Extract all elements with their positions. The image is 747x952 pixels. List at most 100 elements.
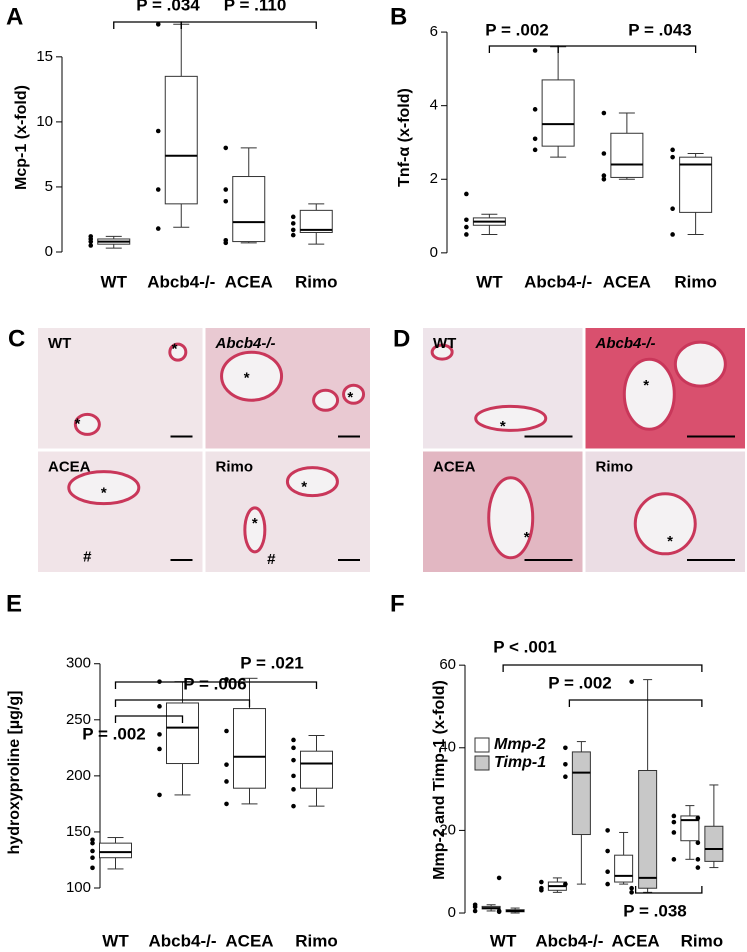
x-tick-label: WT <box>490 931 517 950</box>
data-point <box>157 704 162 709</box>
tile-label: WT <box>433 335 456 352</box>
y-tick-label: 200 <box>66 767 91 784</box>
data-point <box>224 728 229 734</box>
data-point <box>224 779 229 784</box>
marker: * <box>244 370 250 387</box>
data-point <box>88 234 94 239</box>
data-point <box>88 243 94 248</box>
y-tick-label: 15 <box>36 48 53 65</box>
marker: * <box>524 529 530 546</box>
data-point <box>464 191 469 197</box>
data-point <box>629 890 634 895</box>
micrograph <box>205 451 370 572</box>
data-point <box>223 145 229 151</box>
data-point <box>601 110 607 116</box>
data-point <box>464 224 469 230</box>
significance-bracket <box>568 699 703 707</box>
p-value: P = .043 <box>628 20 692 39</box>
x-tick-label: Rimo <box>295 931 338 950</box>
data-point <box>539 885 544 891</box>
panel-label: D <box>393 325 410 352</box>
vessel <box>487 476 535 560</box>
data-point <box>532 48 538 53</box>
y-tick-label: 2 <box>430 170 438 187</box>
y-tick-label: 100 <box>66 879 91 896</box>
legend-label: Mmp-2 <box>494 736 546 753</box>
data-point <box>695 840 701 846</box>
x-tick-label: Rimo <box>681 931 724 950</box>
data-point <box>670 147 675 153</box>
box <box>164 75 198 205</box>
tile-label: Abcb4-/- <box>215 335 276 352</box>
data-point <box>290 214 296 220</box>
box <box>300 750 333 789</box>
data-point <box>223 198 229 204</box>
data-point <box>605 828 610 833</box>
y-tick-label: 150 <box>66 823 91 840</box>
data-point <box>671 813 677 819</box>
data-point <box>601 151 607 156</box>
data-point <box>291 745 296 751</box>
data-point <box>629 885 634 891</box>
marker: # <box>83 549 92 566</box>
significance-bracket <box>114 699 251 707</box>
tile-label: Rimo <box>596 458 634 475</box>
x-tick-label: WT <box>476 272 503 291</box>
significance-bracket <box>557 45 697 53</box>
data-point <box>224 677 229 682</box>
vessel <box>67 470 141 506</box>
significance-bracket <box>488 45 559 53</box>
box <box>571 751 591 836</box>
vessel <box>243 506 267 554</box>
p-value: P = .021 <box>240 653 304 672</box>
data-point <box>671 830 677 835</box>
vessel <box>73 412 101 436</box>
data-point <box>90 840 95 846</box>
box <box>610 132 644 178</box>
p-value: P = .006 <box>183 674 247 693</box>
data-point <box>90 848 95 854</box>
data-point <box>291 737 296 743</box>
data-point <box>155 187 161 192</box>
marker: * <box>301 479 307 496</box>
p-value: P = .002 <box>548 673 612 692</box>
y-tick-label: 0 <box>448 904 456 921</box>
data-point <box>223 237 229 243</box>
p-value: P = .002 <box>485 20 549 39</box>
p-value: P = .002 <box>82 724 146 743</box>
marker: * <box>643 377 649 394</box>
vessel <box>622 357 676 431</box>
data-point <box>563 762 568 767</box>
legend-swatch <box>474 737 490 753</box>
data-point <box>472 908 478 914</box>
vessel <box>474 404 548 432</box>
y-tick-label: 300 <box>66 655 91 672</box>
panel-label: F <box>390 590 405 617</box>
y-tick-label: 0 <box>45 243 53 260</box>
box <box>638 769 658 889</box>
significance-bracket <box>113 21 182 29</box>
data-point <box>290 221 296 226</box>
data-point <box>224 801 229 807</box>
data-point <box>539 879 544 885</box>
data-point <box>695 865 701 870</box>
data-point <box>605 869 610 875</box>
data-point <box>532 136 538 142</box>
vessel <box>168 342 188 362</box>
p-value: P = .038 <box>623 901 687 920</box>
data-point <box>291 787 296 792</box>
data-point <box>671 857 677 862</box>
panel-label: A <box>6 3 23 30</box>
p-value: P = .034 <box>136 0 200 14</box>
data-point <box>695 857 701 862</box>
y-axis-label: Mmp-2 and Timp-1 (x-fold) <box>431 680 448 880</box>
significance-bracket <box>502 664 703 672</box>
data-point <box>563 745 568 751</box>
marker: * <box>172 341 178 358</box>
y-axis-label: Mcp-1 (x-fold) <box>13 85 30 190</box>
data-point <box>671 819 677 825</box>
data-point <box>90 865 95 871</box>
data-point <box>223 187 229 192</box>
y-tick-label: 40 <box>439 739 456 756</box>
